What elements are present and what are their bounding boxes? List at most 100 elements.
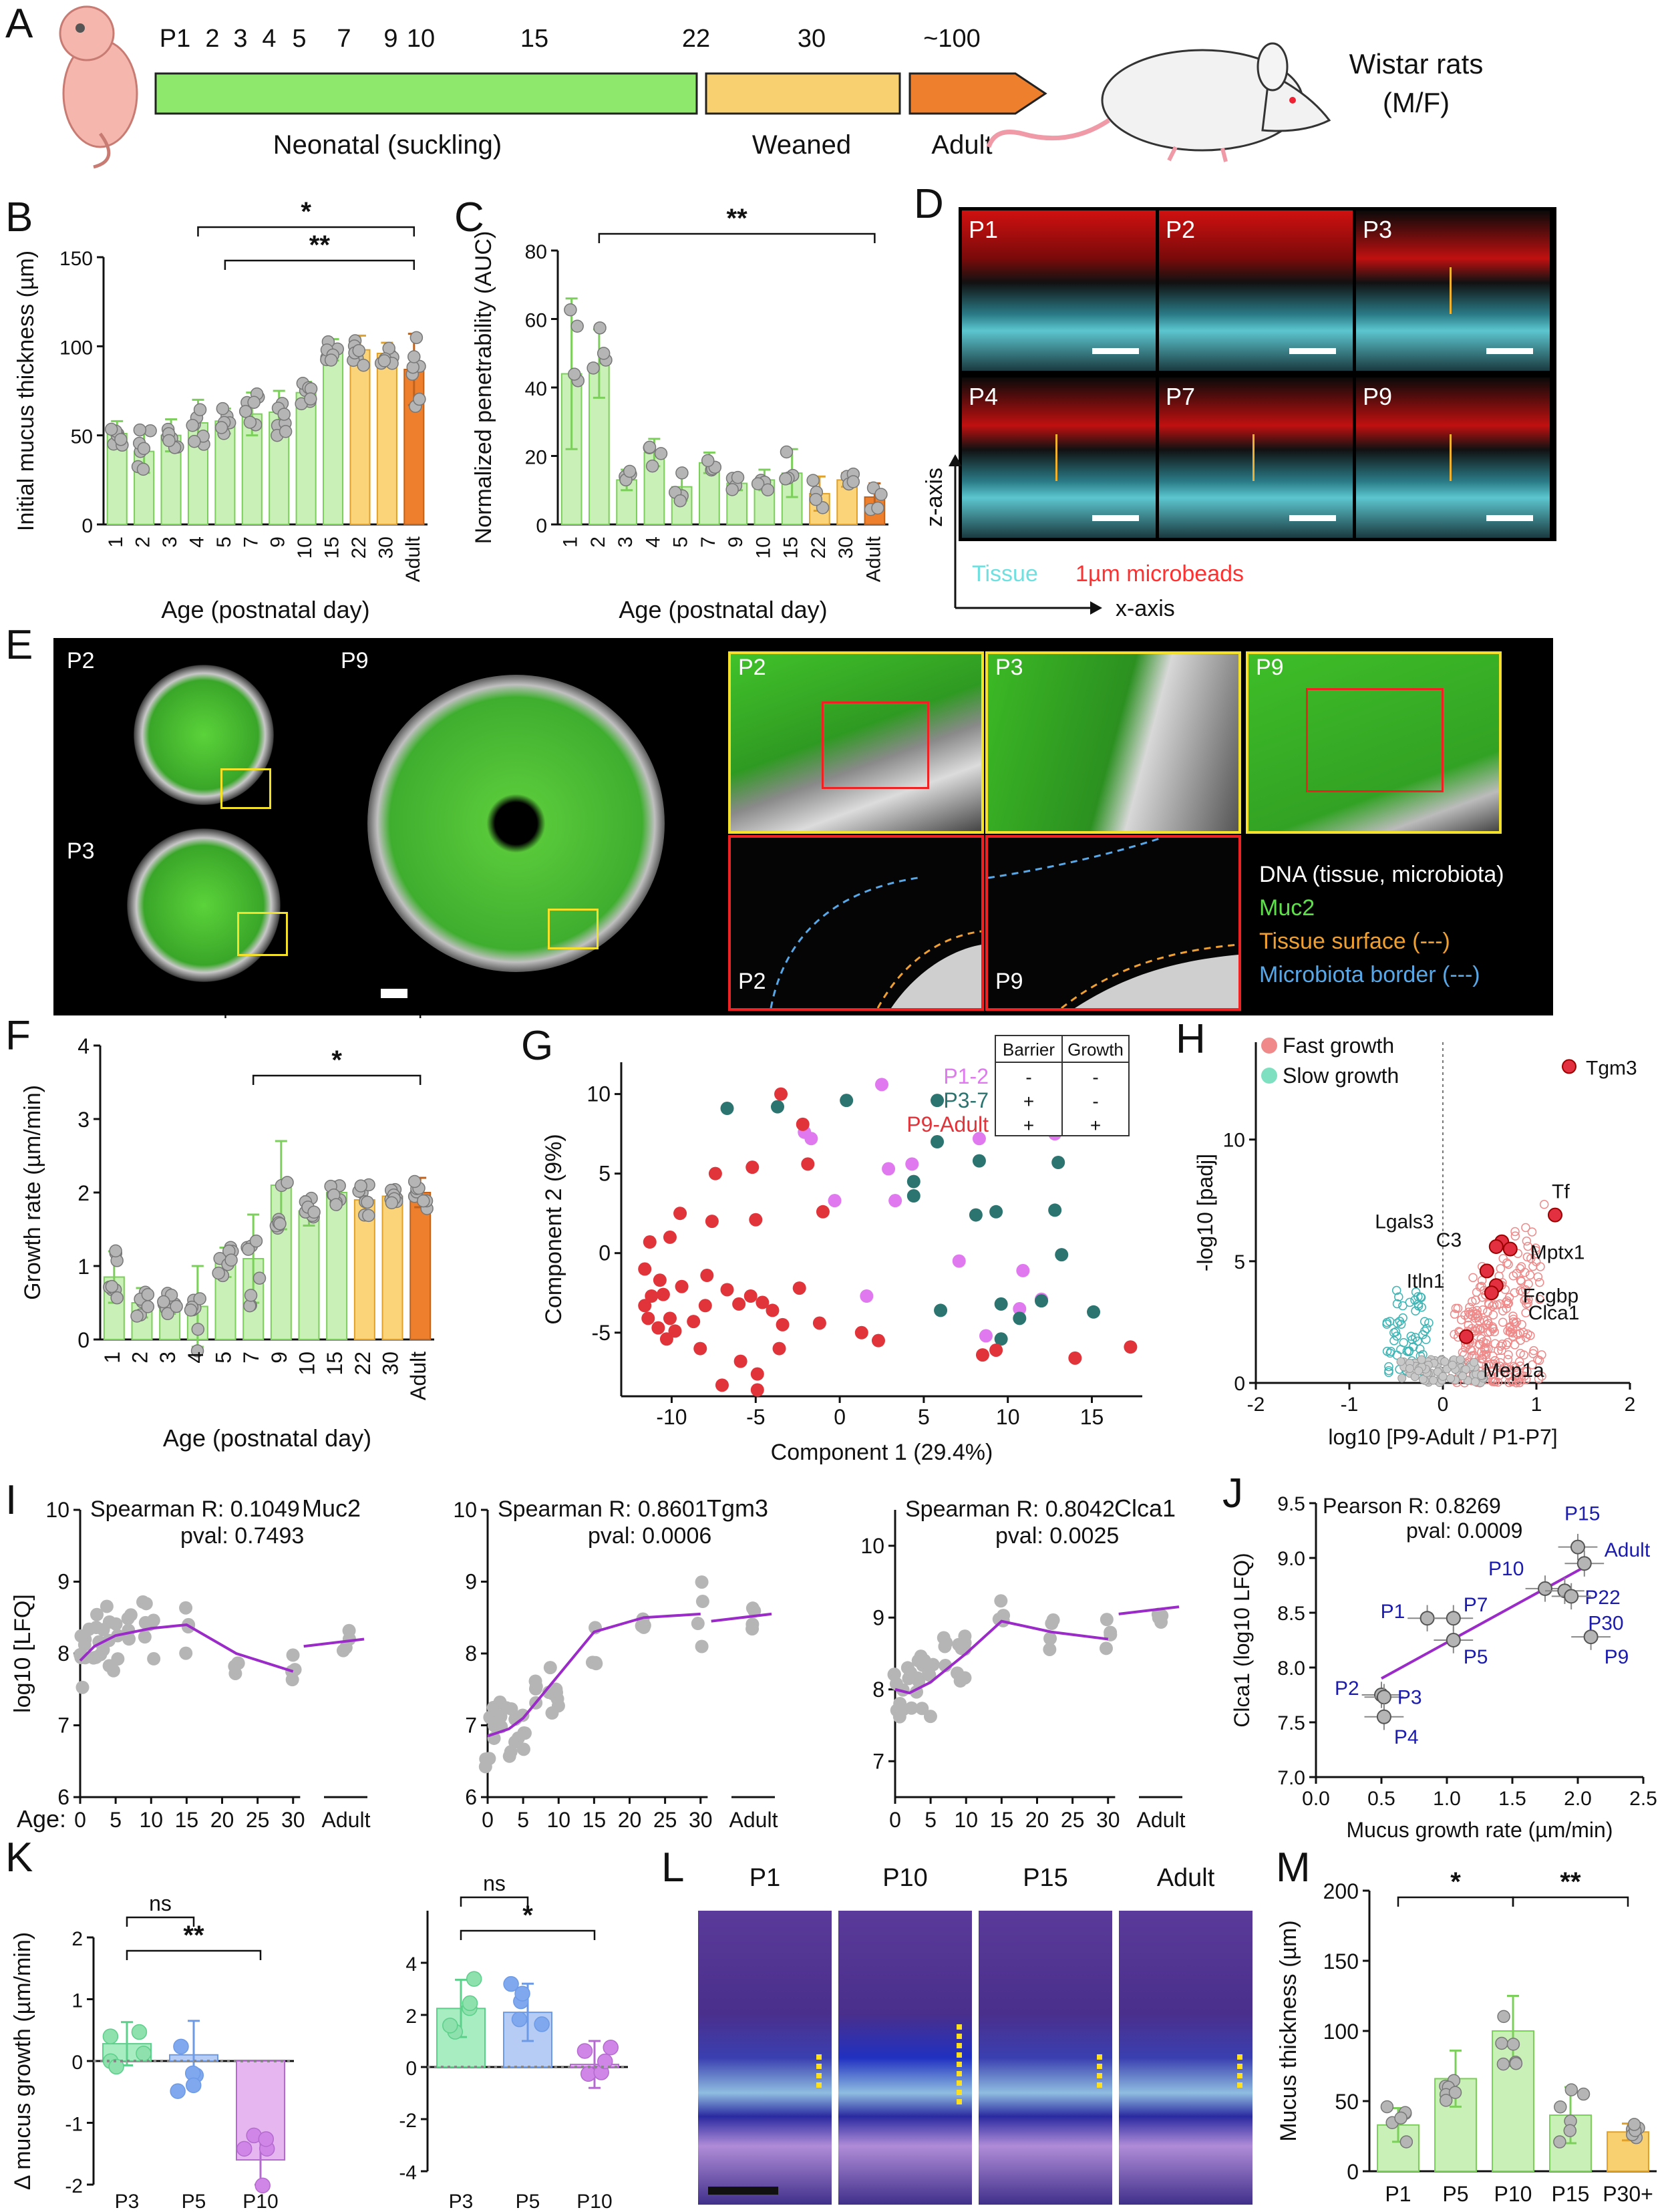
data-point	[570, 319, 584, 333]
data-point	[104, 422, 118, 436]
data-point	[193, 1292, 206, 1305]
sample-point	[139, 1597, 153, 1611]
x-tick-label: -5	[746, 1405, 765, 1429]
sample-point	[109, 1617, 123, 1631]
highlighted-protein	[1488, 1239, 1504, 1254]
nonsignificant-protein	[1477, 1371, 1486, 1380]
protein-label: Tgm3	[1586, 1057, 1637, 1079]
x-tick-label: 1	[560, 536, 582, 548]
y-tick-label: 50	[1335, 2090, 1359, 2114]
spearman-pval: pval: 0.0025	[995, 1523, 1119, 1549]
y-axis-label: log10 [LFQ]	[10, 1594, 35, 1713]
zoom-label-p2: P2	[738, 655, 766, 680]
protein-label: C3	[1436, 1229, 1462, 1251]
protein-name: Tgm3	[707, 1494, 768, 1522]
x-tick-label-adult: Adult	[729, 1808, 778, 1832]
y-tick-label: 5	[1234, 1251, 1245, 1273]
x-tick-label: 2	[587, 536, 609, 548]
x-tick-label: P5	[516, 2191, 540, 2212]
x-tick-label: 5	[670, 536, 692, 548]
mucus-thickness-arrow	[1252, 434, 1255, 481]
fast-growth-protein	[1503, 1299, 1512, 1309]
data-point	[503, 1976, 519, 1992]
protein-label: Tf	[1552, 1181, 1570, 1203]
pca-point	[700, 1269, 714, 1283]
pca-point	[750, 1367, 764, 1381]
histology-column-label: P1	[749, 1864, 781, 1892]
data-point	[352, 343, 365, 357]
x-tick-label: 10	[954, 1808, 978, 1832]
penetrability-tile: P7	[1159, 377, 1353, 538]
y-tick-label: 6	[465, 1785, 477, 1809]
x-tick-label: 3	[156, 1352, 180, 1364]
significance-bracket	[126, 1916, 195, 1927]
x-tick-label: 5	[213, 536, 235, 548]
legend-marker-fast	[1261, 1038, 1277, 1054]
fast-growth-protein	[1510, 1363, 1520, 1373]
x-tick-label: P5	[1442, 2182, 1468, 2206]
y-tick-label: 50	[71, 426, 93, 448]
legend-table-header: Barrier	[1003, 1040, 1055, 1060]
adult-arrow	[908, 72, 1047, 115]
legend-dna: DNA (tissue, microbiota)	[1259, 862, 1504, 887]
x-tick-label: 10	[546, 1808, 570, 1832]
pca-point	[888, 1194, 902, 1208]
pca-point	[975, 1348, 989, 1362]
x-tick-label: P3	[449, 2191, 474, 2212]
sample-point	[516, 1708, 530, 1722]
data-point	[514, 1986, 530, 2002]
slow-growth-protein	[1398, 1301, 1407, 1311]
adult-sample-point	[342, 1623, 356, 1637]
x-tick-label: 7	[239, 1352, 263, 1364]
pca-point	[720, 1102, 734, 1116]
y-tick-label: 8.5	[1277, 1603, 1305, 1625]
pca-point	[771, 1100, 784, 1114]
fast-growth-protein	[1476, 1334, 1486, 1344]
pca-point	[1068, 1351, 1082, 1365]
fast-growth-protein	[1497, 1346, 1506, 1356]
pca-point	[663, 1230, 677, 1244]
significance-bracket	[1512, 1896, 1629, 1907]
data-point	[114, 433, 128, 446]
x-tick-label: 10	[996, 1405, 1020, 1429]
x-tick-label: 5	[212, 1352, 236, 1364]
data-point	[597, 2053, 613, 2070]
fast-growth-protein	[1488, 1324, 1498, 1333]
x-tick-label: -2	[1247, 1394, 1265, 1416]
sample-point	[106, 1664, 120, 1678]
animal-label: Wistar rats	[1349, 48, 1484, 80]
x-tick-label: 1	[1531, 1394, 1542, 1416]
data-point	[1564, 2083, 1578, 2096]
fast-growth-protein	[1516, 1362, 1525, 1371]
pca-point	[952, 1254, 966, 1268]
fast-growth-protein	[1504, 1378, 1514, 1388]
data-point	[442, 2018, 458, 2034]
penetrability-tile: P1	[962, 210, 1156, 371]
pca-point	[698, 1299, 712, 1313]
data-point	[1506, 2038, 1520, 2051]
stage-label-adult: Adult	[931, 130, 992, 160]
sex-label: (M/F)	[1383, 87, 1450, 118]
timepoint-label: P9	[1605, 1646, 1629, 1668]
y-tick-label: 3	[77, 1108, 90, 1132]
fast-growth-protein	[1533, 1272, 1543, 1282]
timepoint-marker	[1576, 1556, 1592, 1571]
data-point	[253, 1271, 267, 1285]
x-tick-label: 5	[925, 1808, 937, 1832]
tile-label: P7	[1166, 383, 1196, 410]
y-tick-label: 60	[525, 310, 547, 332]
fast-growth-protein	[1531, 1246, 1540, 1255]
fast-growth-protein	[1502, 1340, 1511, 1350]
data-point	[511, 2011, 528, 2028]
x-tick-label: 30	[835, 536, 857, 559]
x-tick-label: 7	[697, 536, 719, 548]
slow-growth-protein	[1418, 1330, 1428, 1339]
mucus-thickness-marker	[957, 2024, 962, 2104]
y-tick-label: -1	[65, 2114, 83, 2136]
x-tick-label: 0.5	[1367, 1788, 1395, 1810]
pca-point	[1048, 1203, 1062, 1217]
fast-growth-protein	[1498, 1339, 1507, 1349]
significance-label: **	[727, 204, 748, 233]
x-tick-label: 22	[348, 536, 370, 559]
